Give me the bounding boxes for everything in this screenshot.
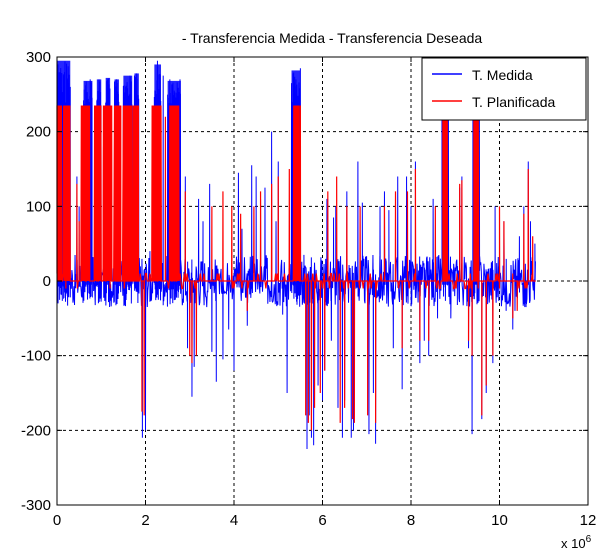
x-tick-label: 12: [580, 512, 597, 529]
legend-label-t-medida: T. Medida: [472, 67, 533, 83]
plot-area: 0 2 4 6 8 10 12 -300 -200 -100 0 100 200 300: [21, 49, 596, 529]
series-band-t-planificada: [103, 105, 113, 282]
series-band-t-planificada: [293, 105, 300, 282]
x-axis-multiplier-exponent: 6: [586, 534, 592, 545]
chart-title: - Transferencia Medida - Transferencia D…: [182, 30, 483, 46]
legend-label-t-planificada: T. Planificada: [472, 94, 555, 110]
y-tick-label: 0: [43, 273, 51, 290]
x-tick-label: 0: [53, 512, 61, 529]
series-band-t-planificada: [152, 105, 161, 282]
x-tick-label: 8: [407, 512, 415, 529]
y-tick-label: -100: [21, 348, 51, 365]
series-band-t-planificada: [169, 105, 179, 282]
y-tick-label: 300: [26, 49, 51, 66]
series-band-t-planificada: [442, 105, 448, 282]
legend: T. Medida T. Planificada: [421, 57, 587, 121]
series-band-t-planificada: [57, 105, 62, 282]
x-tick-label: 2: [141, 512, 149, 529]
series-t-planificada: [56, 105, 536, 431]
legend-box: [421, 57, 587, 121]
x-tick-label: 4: [230, 512, 238, 529]
series-band-t-planificada: [81, 105, 91, 282]
y-tick-label: 200: [26, 124, 51, 141]
series-band-t-planificada: [133, 105, 139, 282]
series-band-t-planificada: [123, 105, 133, 282]
y-tick-label: -300: [21, 497, 51, 514]
y-tick-label: -200: [21, 422, 51, 439]
series-band-t-planificada: [473, 105, 479, 282]
x-axis-multiplier: x 106: [561, 534, 592, 551]
series-band-t-planificada: [94, 105, 102, 282]
x-axis-multiplier-base: x 10: [561, 536, 586, 551]
series-band-t-planificada: [63, 105, 71, 282]
x-tick-label: 10: [491, 512, 508, 529]
series-band-t-planificada: [114, 105, 122, 282]
y-tick-label: 100: [26, 198, 51, 215]
x-tick-label: 6: [318, 512, 326, 529]
